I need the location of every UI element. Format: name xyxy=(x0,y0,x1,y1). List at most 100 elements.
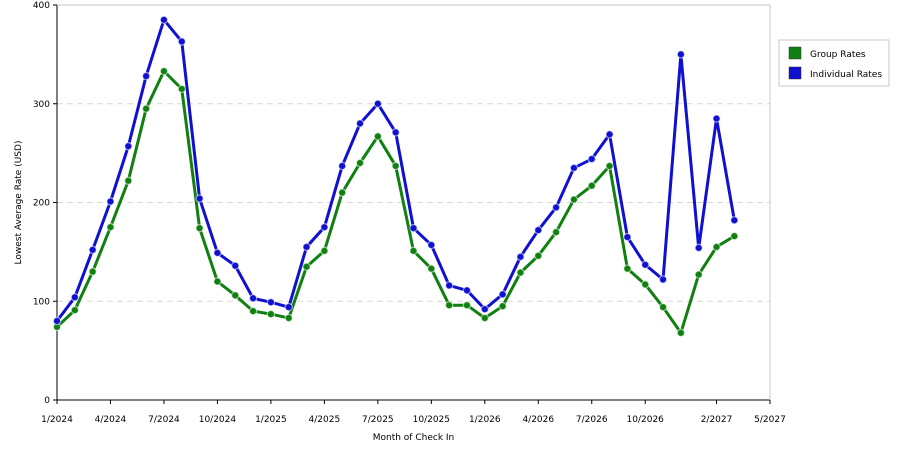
data-point-individual-rates xyxy=(177,37,186,46)
legend-swatch-group-rates xyxy=(788,46,802,60)
axes xyxy=(56,4,771,401)
data-point-individual-rates xyxy=(213,248,222,258)
x-tick-label: 4/2026 xyxy=(522,415,554,425)
data-point-group-rates xyxy=(676,328,686,338)
data-point-individual-rates xyxy=(70,293,80,302)
x-tick-label: 1/2025 xyxy=(255,415,287,425)
data-point-individual-rates xyxy=(641,260,650,269)
x-tick-label: 5/2027 xyxy=(754,415,786,425)
data-point-individual-rates xyxy=(730,216,739,225)
data-point-individual-rates xyxy=(605,130,614,139)
data-point-group-rates xyxy=(266,309,276,319)
data-point-group-rates xyxy=(70,305,80,315)
data-point-individual-rates xyxy=(106,197,115,206)
data-point-individual-rates xyxy=(284,302,293,312)
data-point-group-rates xyxy=(641,280,650,289)
data-point-group-rates xyxy=(213,277,222,286)
data-point-group-rates xyxy=(195,223,204,233)
data-point-individual-rates xyxy=(141,71,151,81)
data-point-group-rates xyxy=(355,158,365,168)
data-point-individual-rates xyxy=(498,290,507,299)
data-point-group-rates xyxy=(177,84,186,94)
data-point-group-rates xyxy=(534,251,543,261)
data-point-group-rates xyxy=(462,301,472,310)
data-point-individual-rates xyxy=(409,223,418,233)
data-point-group-rates xyxy=(587,181,596,190)
data-point-group-rates xyxy=(623,264,632,273)
data-point-individual-rates xyxy=(480,304,489,314)
x-ticks: 1/2024 4/2024 7/2024 10/2024 1/2025 4/2025 7/2… xyxy=(41,400,786,425)
data-point-group-rates xyxy=(231,291,240,300)
data-point-group-rates xyxy=(284,313,293,323)
x-tick-label: 4/2025 xyxy=(309,415,341,425)
data-point-individual-rates xyxy=(534,225,543,235)
data-point-individual-rates xyxy=(159,15,169,25)
data-point-group-rates xyxy=(480,313,489,323)
data-point-individual-rates xyxy=(658,275,668,284)
data-point-individual-rates xyxy=(302,242,311,252)
series-lines xyxy=(52,15,739,338)
data-point-group-rates xyxy=(391,161,400,171)
data-point-group-rates xyxy=(106,222,115,232)
data-point-individual-rates xyxy=(124,142,133,151)
data-point-individual-rates xyxy=(569,163,579,173)
data-point-group-rates xyxy=(516,268,525,277)
data-point-individual-rates xyxy=(52,316,62,326)
data-point-individual-rates xyxy=(248,294,258,303)
data-point-group-rates xyxy=(427,264,436,273)
data-point-individual-rates xyxy=(712,114,721,123)
y-tick-label: 0 xyxy=(44,396,50,406)
data-point-group-rates xyxy=(730,231,739,241)
x-tick-label: 7/2026 xyxy=(576,415,608,425)
data-point-group-rates xyxy=(124,176,133,185)
data-point-individual-rates xyxy=(462,286,472,295)
y-tick-label: 400 xyxy=(33,1,50,11)
data-point-individual-rates xyxy=(373,99,383,108)
data-point-group-rates xyxy=(159,66,169,76)
legend-label-individual-rates: Individual Rates xyxy=(810,70,882,80)
data-point-individual-rates xyxy=(195,194,204,203)
data-point-individual-rates xyxy=(88,245,97,255)
x-tick-label: 10/2026 xyxy=(627,415,665,425)
data-point-group-rates xyxy=(444,301,454,310)
y-ticks: 0 100 200 300 400 xyxy=(33,1,57,406)
x-tick-label: 4/2024 xyxy=(95,415,127,425)
data-point-group-rates xyxy=(373,132,383,141)
data-point-individual-rates xyxy=(694,243,703,253)
data-point-individual-rates xyxy=(444,281,454,290)
legend-swatch-individual-rates xyxy=(788,66,802,80)
data-point-group-rates xyxy=(712,242,721,252)
data-point-individual-rates xyxy=(516,252,525,262)
data-point-group-rates xyxy=(498,301,507,311)
y-tick-label: 300 xyxy=(33,100,50,110)
y-tick-label: 200 xyxy=(33,199,50,209)
data-point-group-rates xyxy=(605,161,614,171)
y-tick-label: 100 xyxy=(33,297,50,307)
data-point-individual-rates xyxy=(320,222,329,232)
legend: Group Rates Individual Rates xyxy=(778,39,890,87)
data-point-individual-rates xyxy=(676,50,686,59)
data-point-group-rates xyxy=(302,262,311,271)
x-tick-label: 10/2024 xyxy=(199,415,237,425)
data-point-group-rates xyxy=(141,104,151,113)
x-tick-label: 10/2025 xyxy=(413,415,450,425)
data-point-individual-rates xyxy=(551,203,561,212)
y-axis-title: Lowest Average Rate (USD) xyxy=(14,141,24,265)
data-point-individual-rates xyxy=(623,232,632,242)
x-tick-label: 2/2027 xyxy=(701,415,733,425)
legend-label-group-rates: Group Rates xyxy=(810,50,866,60)
data-point-group-rates xyxy=(248,306,258,316)
data-point-group-rates xyxy=(320,246,329,256)
data-point-individual-rates xyxy=(266,298,276,307)
data-point-group-rates xyxy=(338,188,347,197)
data-point-group-rates xyxy=(409,246,418,256)
data-point-individual-rates xyxy=(587,154,596,164)
grid-lines xyxy=(57,103,770,302)
x-tick-label: 7/2025 xyxy=(362,415,394,425)
x-tick-label: 1/2024 xyxy=(41,415,73,425)
data-point-group-rates xyxy=(658,302,668,312)
data-point-individual-rates xyxy=(355,119,365,128)
x-tick-label: 1/2026 xyxy=(469,415,501,425)
